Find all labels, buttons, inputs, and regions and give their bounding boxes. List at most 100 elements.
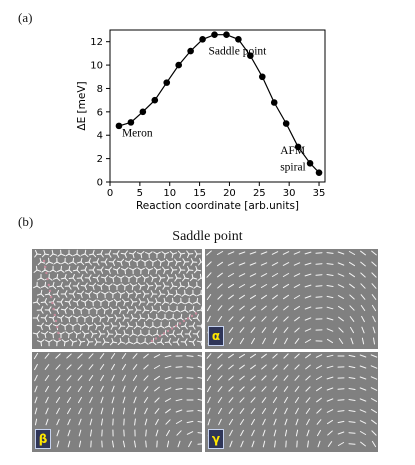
spin-vector xyxy=(88,290,93,295)
y-tick-label: 0 xyxy=(97,178,103,189)
spin-vector xyxy=(295,429,299,437)
spin-vector xyxy=(56,323,61,327)
spin-vector xyxy=(217,283,223,289)
spin-vector xyxy=(140,251,145,255)
spin-vector xyxy=(66,353,72,359)
spin-vector xyxy=(172,317,177,321)
chart-annotation: Meron xyxy=(122,127,153,139)
spin-vector xyxy=(132,250,137,255)
spin-vector xyxy=(217,397,223,403)
spin-vector xyxy=(250,327,256,333)
highlight-dot xyxy=(174,324,178,328)
spin-vector xyxy=(88,353,94,359)
spin-vector xyxy=(371,430,377,436)
spin-vector xyxy=(132,353,138,359)
spin-vector xyxy=(239,364,245,370)
spin-vector xyxy=(172,252,178,255)
spin-vector xyxy=(64,306,69,311)
spin-vector xyxy=(45,396,49,404)
spin-vector xyxy=(67,440,71,448)
spin-vector xyxy=(55,353,61,359)
spin-vector xyxy=(359,365,367,369)
spin-vector xyxy=(359,387,367,391)
spin-vector xyxy=(349,316,355,322)
spin-vector xyxy=(60,298,64,303)
spin-vector xyxy=(68,298,72,303)
spin-vector xyxy=(272,386,278,392)
spin-vector xyxy=(348,399,356,401)
spin-vector xyxy=(67,429,71,437)
spin-vector xyxy=(316,408,322,414)
spin-vector xyxy=(112,258,116,263)
spin-vector xyxy=(371,304,377,312)
spin-vector xyxy=(371,408,377,414)
spin-vector xyxy=(120,292,125,295)
spin-vector xyxy=(249,262,257,266)
spin-map-gamma: γ xyxy=(205,352,378,452)
spin-vector xyxy=(180,301,185,305)
spin-vector xyxy=(108,316,114,319)
y-tick-label: 2 xyxy=(97,154,103,165)
spin-vector xyxy=(200,341,202,347)
spin-vector xyxy=(186,420,194,424)
data-point xyxy=(247,52,254,60)
x-axis-label: Reaction coordinate [arb.units] xyxy=(136,200,299,212)
spin-vector xyxy=(128,275,133,279)
spin-vector xyxy=(272,294,278,300)
data-point xyxy=(306,159,314,167)
spin-vector xyxy=(133,396,137,404)
spin-vector xyxy=(315,274,323,276)
spin-vector xyxy=(100,316,106,319)
spin-vector xyxy=(111,396,115,404)
spin-vector xyxy=(132,284,138,287)
spin-vector xyxy=(186,431,194,435)
spin-vector xyxy=(77,353,83,359)
spin-vector xyxy=(132,333,138,336)
spin-vector xyxy=(337,284,345,288)
spin-vector xyxy=(315,285,323,287)
spin-vector xyxy=(176,260,182,263)
spin-vector xyxy=(36,297,39,303)
spin-vector xyxy=(261,397,267,403)
spin-vector xyxy=(228,316,234,322)
spin-vector xyxy=(80,274,84,279)
spin-vector xyxy=(239,419,245,425)
spin-vector xyxy=(188,301,193,305)
spin-vector xyxy=(34,385,38,393)
spin-vector xyxy=(293,284,301,288)
highlight-dot xyxy=(48,289,52,293)
spin-vector xyxy=(229,429,233,437)
spin-vector xyxy=(360,294,366,300)
spin-vector xyxy=(112,291,117,295)
spin-vector xyxy=(44,353,50,359)
spin-vector xyxy=(260,273,268,277)
spin-vector xyxy=(327,441,333,447)
spin-vector xyxy=(44,375,50,381)
spin-vector xyxy=(196,333,200,338)
spin-vector xyxy=(100,283,105,287)
spin-vector xyxy=(250,408,256,414)
spin-vector xyxy=(164,354,172,358)
plot-frame xyxy=(109,29,326,183)
spin-vector xyxy=(305,397,311,403)
x-tick-label: 15 xyxy=(193,188,206,199)
spin-vector xyxy=(120,275,125,279)
spin-vector xyxy=(371,294,377,300)
spin-vector xyxy=(371,283,377,289)
spin-vector xyxy=(56,429,60,437)
spin-vector xyxy=(132,364,138,370)
spin-vector xyxy=(80,257,83,263)
highlight-dot xyxy=(45,271,48,275)
spin-vector xyxy=(360,305,366,311)
spin-vector xyxy=(284,337,288,345)
spin-vector xyxy=(316,397,322,403)
spin-vector xyxy=(168,293,174,296)
spin-vector xyxy=(250,316,256,322)
spin-vector xyxy=(133,385,137,393)
spin-vector xyxy=(371,272,377,278)
spin-vector xyxy=(295,418,299,426)
spin-vector xyxy=(172,333,176,338)
spin-vector xyxy=(76,298,81,303)
spin-vector xyxy=(238,262,246,266)
spin-vector xyxy=(144,341,149,345)
